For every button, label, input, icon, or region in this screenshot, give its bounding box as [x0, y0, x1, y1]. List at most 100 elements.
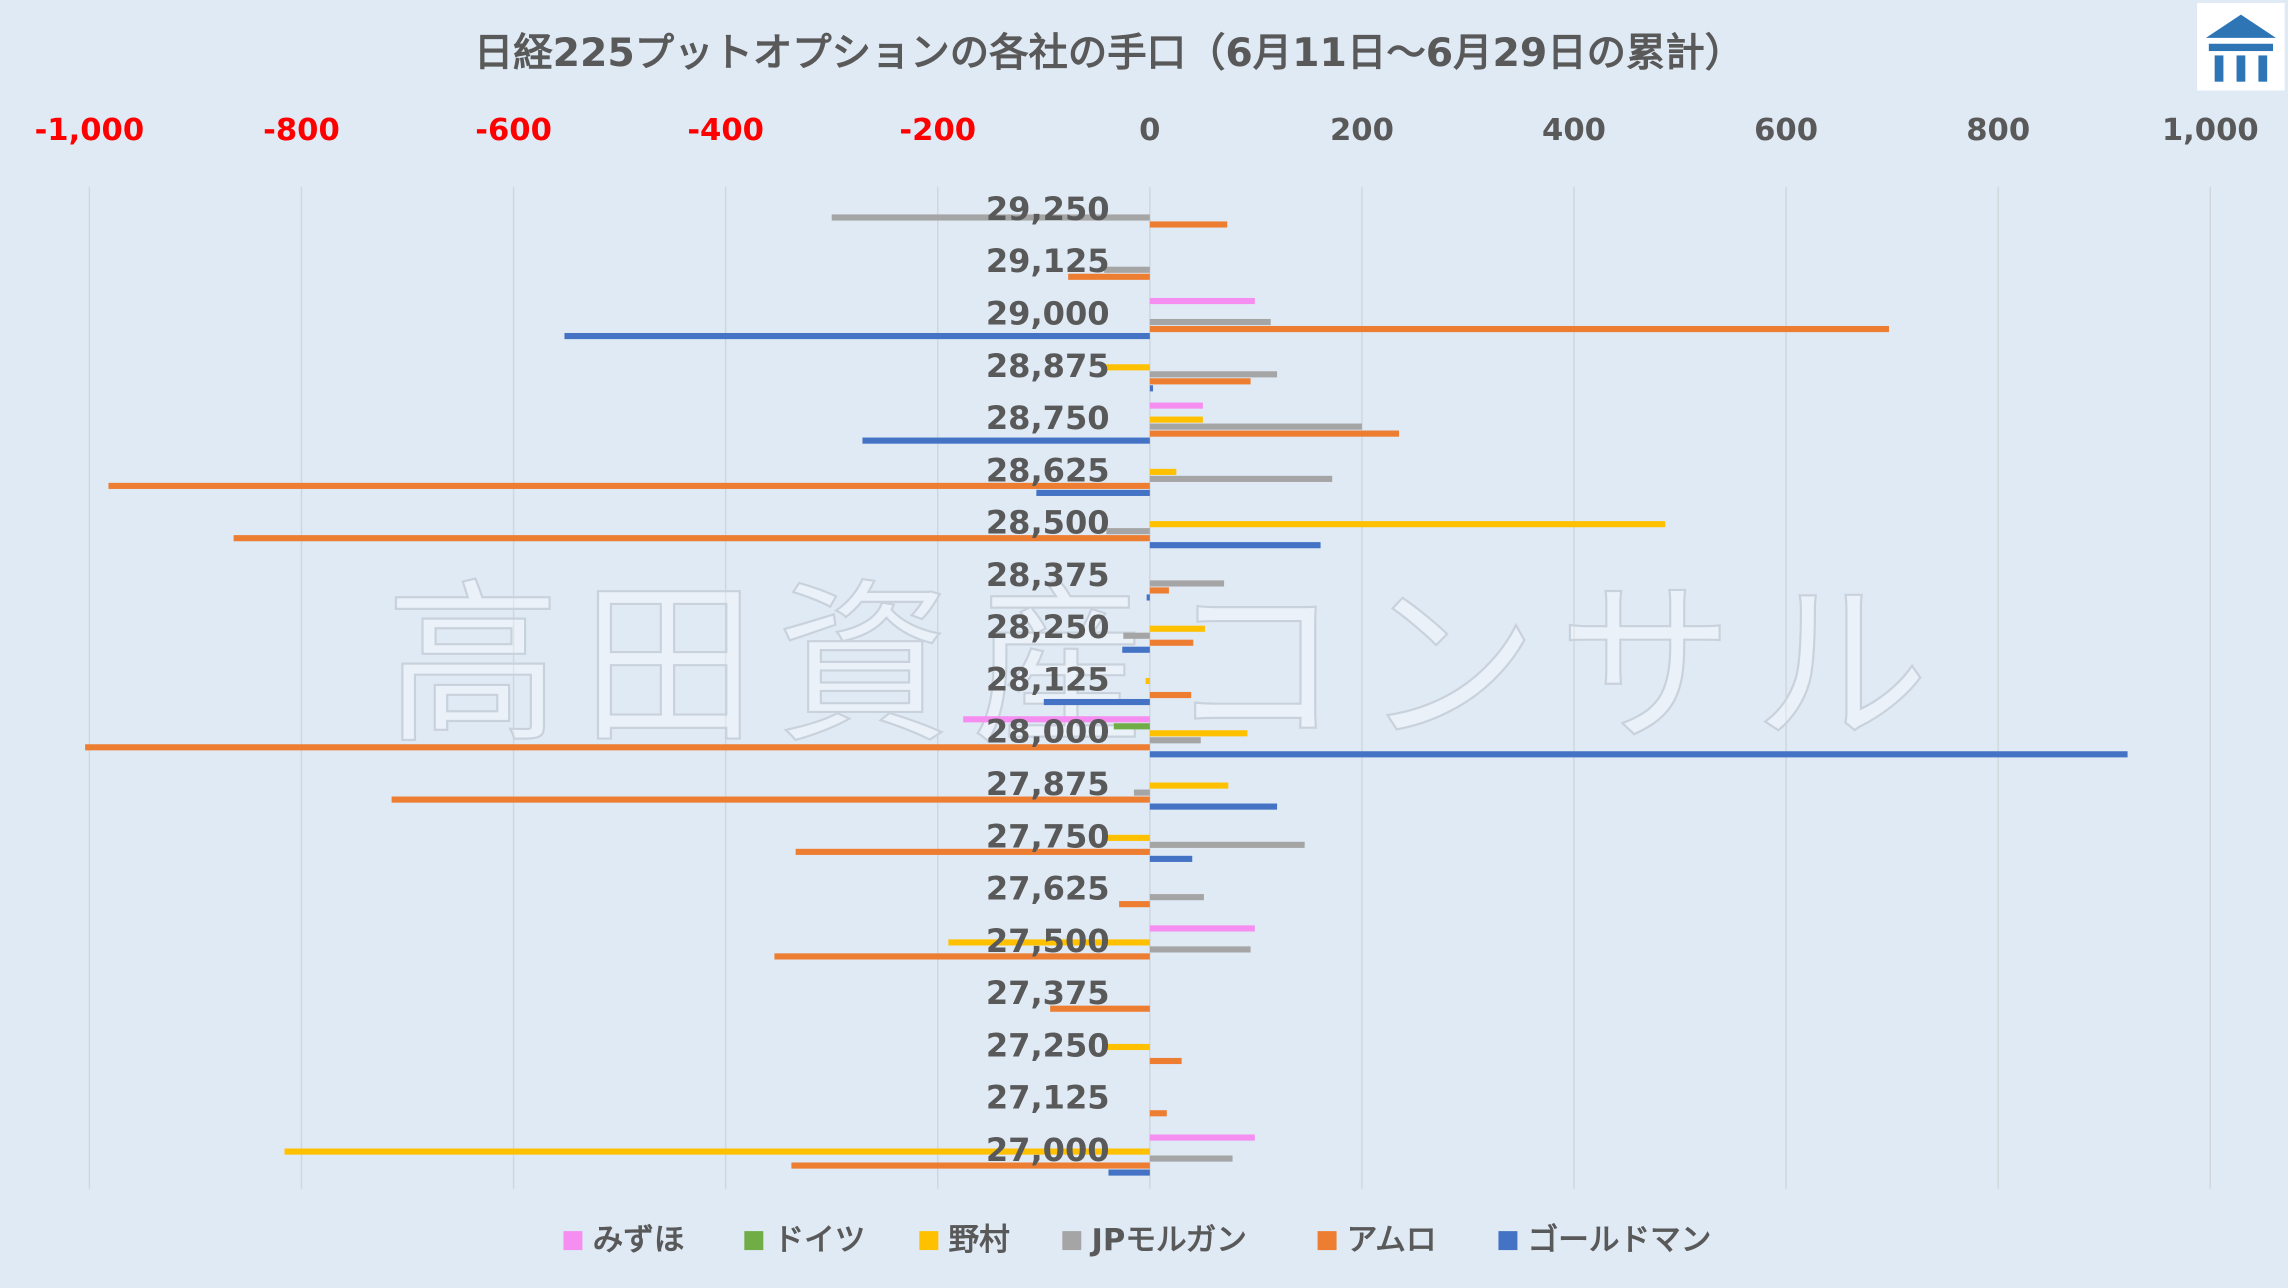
bar — [391, 796, 1150, 803]
x-tick-label: -800 — [263, 113, 340, 148]
legend-swatch — [1062, 1231, 1082, 1251]
bar — [1149, 782, 1229, 789]
category-label: 28,750 — [986, 399, 1110, 437]
category-label: 29,250 — [986, 190, 1110, 228]
bar — [1149, 423, 1362, 430]
bar — [1149, 730, 1248, 737]
legend-label: アムロ — [1347, 1223, 1437, 1258]
category-label: 27,625 — [986, 870, 1110, 908]
bar — [1149, 297, 1255, 305]
legend-label: ドイツ — [773, 1223, 865, 1258]
category-label: 28,000 — [986, 713, 1110, 751]
bar — [108, 482, 1150, 489]
bar — [774, 953, 1150, 960]
bar — [1149, 803, 1278, 810]
bar — [1145, 677, 1150, 685]
bar — [1149, 430, 1400, 437]
bar — [1104, 834, 1150, 841]
x-tick-label: 200 — [1330, 113, 1394, 148]
bar — [1149, 402, 1203, 409]
category-label: 28,625 — [986, 451, 1110, 489]
bar — [1149, 221, 1228, 228]
bar — [1149, 946, 1251, 953]
bar — [1036, 489, 1150, 496]
category-label: 27,750 — [986, 817, 1110, 855]
legend-swatch — [744, 1231, 764, 1251]
legend-swatch — [919, 1231, 939, 1251]
category-label: 29,125 — [986, 242, 1110, 280]
bar — [1043, 698, 1150, 706]
bar — [1104, 266, 1150, 273]
bar — [1149, 378, 1251, 385]
bar — [1149, 737, 1201, 744]
category-label: 27,250 — [986, 1026, 1110, 1064]
bar — [1149, 371, 1278, 378]
bar — [1149, 639, 1194, 646]
bar — [1149, 416, 1203, 423]
bar — [1149, 468, 1177, 475]
bar — [1149, 475, 1333, 482]
x-tick-label: -600 — [475, 113, 552, 148]
bar — [1106, 528, 1150, 535]
category-label: 27,375 — [986, 974, 1110, 1012]
bar — [564, 332, 1150, 340]
bar — [233, 535, 1150, 542]
legend-label: 野村 — [949, 1223, 1011, 1258]
bar — [1133, 789, 1150, 796]
bar — [1149, 542, 1321, 549]
bar — [795, 848, 1150, 855]
bar — [1149, 1155, 1233, 1162]
category-label: 27,875 — [986, 765, 1110, 803]
bar — [1149, 894, 1204, 901]
bar — [1149, 318, 1271, 326]
category-label: 27,000 — [986, 1131, 1110, 1169]
category-label: 28,125 — [986, 660, 1110, 698]
bar — [1108, 1169, 1150, 1176]
category-label: 29,000 — [986, 294, 1110, 332]
bar — [948, 939, 1150, 946]
bar — [1149, 925, 1255, 932]
x-tick-label: -400 — [687, 113, 764, 148]
x-tick-label: 600 — [1754, 113, 1818, 148]
category-label: 27,500 — [986, 922, 1110, 960]
bar — [1149, 841, 1305, 848]
bar — [1149, 521, 1666, 528]
logo — [2197, 2, 2285, 91]
bar — [1102, 1043, 1150, 1051]
bar — [1149, 385, 1154, 392]
bar — [1149, 1134, 1255, 1141]
x-tick-label: 400 — [1542, 113, 1606, 148]
category-label: 28,500 — [986, 504, 1110, 542]
category-label: 28,875 — [986, 347, 1110, 385]
bar — [1050, 1005, 1150, 1012]
x-tick-label: 1,000 — [2162, 113, 2259, 148]
bar — [1149, 580, 1225, 587]
legend-swatch — [563, 1231, 583, 1251]
chart-title: 日経225プットオプションの各社の手口（6月11日～6月29日の累計） — [474, 30, 1744, 76]
legend-swatch — [1498, 1231, 1518, 1251]
bar — [1102, 364, 1150, 371]
bar — [284, 1148, 1150, 1155]
bar — [1149, 1110, 1167, 1117]
category-label: 27,125 — [986, 1079, 1110, 1117]
bar — [1149, 625, 1205, 632]
category-label: 28,375 — [986, 556, 1110, 594]
bar — [791, 1162, 1150, 1169]
legend-swatch — [1317, 1231, 1337, 1251]
bar — [1149, 1057, 1182, 1065]
legend-label: ゴールドマン — [1528, 1222, 1712, 1258]
bar — [963, 716, 1150, 723]
bar — [1149, 691, 1192, 699]
legend-label: JPモルガン — [1089, 1223, 1246, 1258]
x-tick-label: 0 — [1139, 113, 1160, 148]
legend-label: みずほ — [593, 1223, 685, 1258]
category-label: 28,250 — [986, 608, 1110, 646]
bar — [1149, 751, 2128, 758]
bar — [1123, 632, 1150, 639]
x-tick-label: -1,000 — [35, 113, 145, 148]
bar — [1149, 587, 1169, 594]
bar — [1122, 646, 1150, 653]
bar — [862, 437, 1150, 444]
bar — [85, 744, 1150, 751]
